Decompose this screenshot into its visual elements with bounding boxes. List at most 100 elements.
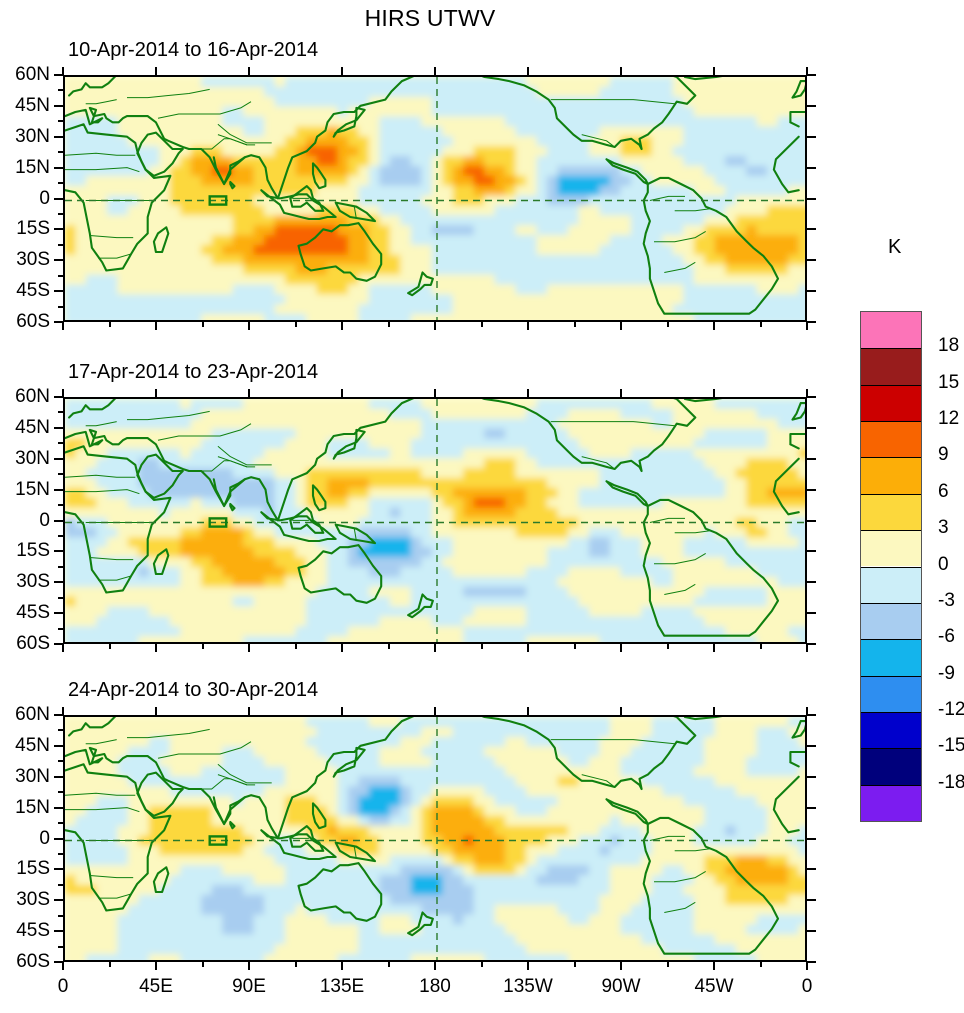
y-tick-mark — [54, 612, 63, 615]
y-tick-mark-right — [807, 396, 816, 398]
x-tick-mark-top — [341, 707, 343, 715]
y-tick-mark — [54, 396, 63, 398]
colorbar-band-9 — [861, 639, 921, 676]
y-tick-mark — [54, 290, 63, 293]
x-minor-tick — [108, 962, 111, 967]
x-tick-mark — [434, 644, 436, 652]
y-axis-label-0-7: 45S — [16, 280, 50, 302]
x-minor-tick — [573, 962, 576, 967]
y-tick-mark-right — [807, 426, 816, 429]
x-axis-label-2: 90E — [232, 976, 266, 997]
y-tick-mark — [54, 488, 63, 491]
x-tick-mark-top — [248, 67, 250, 75]
y-tick-mark — [54, 321, 63, 323]
y-tick-mark-right — [807, 321, 816, 323]
y-tick-mark-right — [807, 612, 816, 615]
x-tick-mark-top — [620, 389, 622, 397]
x-tick-mark-top — [341, 389, 343, 397]
x-axis-label-0: 0 — [57, 976, 69, 997]
x-tick-mark-top — [155, 389, 157, 397]
y-axis-label-0-5: 15S — [16, 218, 50, 240]
panel-title-2: 24-Apr-2014 to 30-Apr-2014 — [68, 679, 319, 701]
y-tick-mark — [54, 714, 63, 716]
y-tick-mark-right — [807, 166, 816, 169]
x-axis-label-6: 90W — [601, 976, 641, 997]
x-tick-mark — [806, 962, 808, 970]
y-tick-mark — [54, 519, 63, 522]
colorbar-tick-label-5: 3 — [938, 517, 949, 539]
x-tick-mark-top — [62, 389, 64, 397]
x-minor-tick — [108, 322, 111, 327]
x-tick-mark-top — [713, 67, 715, 75]
x-tick-mark-top — [62, 67, 64, 75]
y-tick-mark — [54, 166, 63, 169]
x-tick-mark — [434, 322, 436, 330]
x-tick-mark-top — [62, 707, 64, 715]
y-tick-mark — [54, 426, 63, 429]
x-tick-mark — [434, 962, 436, 970]
y-tick-mark — [54, 868, 63, 871]
y-axis-label-2-7: 45S — [16, 920, 50, 942]
colorbar-band-13 — [861, 784, 921, 821]
x-minor-tick — [573, 644, 576, 649]
x-minor-tick — [666, 322, 669, 327]
figure-title: HIRS UTWV — [364, 5, 496, 31]
colorbar-tick-label-8: -6 — [938, 626, 955, 648]
x-minor-tick — [387, 322, 390, 327]
y-axis-label-1-8: 60S — [16, 633, 50, 654]
x-tick-mark — [527, 644, 529, 652]
y-tick-mark — [54, 806, 63, 809]
x-minor-tick — [480, 962, 483, 967]
x-tick-mark — [620, 644, 622, 652]
y-axis-label-0-1: 45N — [15, 94, 50, 116]
y-axis-label-0-0: 60N — [15, 64, 50, 85]
colorbar-tick-label-3: 9 — [938, 444, 949, 466]
colorbar-band-5 — [861, 493, 921, 531]
colorbar-band-10 — [861, 675, 921, 712]
x-minor-tick — [294, 644, 297, 649]
colorbar-tick-label-12: -18 — [938, 771, 964, 793]
colorbar-tick-label-4: 6 — [938, 480, 949, 502]
panel-title-1: 17-Apr-2014 to 23-Apr-2014 — [68, 361, 319, 383]
x-tick-mark — [62, 962, 64, 970]
x-minor-tick — [387, 962, 390, 967]
y-tick-mark-right — [807, 581, 816, 584]
x-tick-mark-top — [248, 707, 250, 715]
x-tick-mark — [620, 322, 622, 330]
y-axis-label-1-7: 45S — [16, 602, 50, 624]
colorbar-band-3 — [861, 421, 921, 458]
y-tick-mark — [54, 104, 63, 107]
y-tick-mark-right — [807, 259, 816, 262]
y-tick-mark-right — [807, 104, 816, 107]
colorbar-band-0 — [861, 312, 921, 349]
y-tick-mark — [54, 744, 63, 747]
colorbar-tick-label-6: 0 — [938, 553, 949, 575]
y-tick-mark-right — [807, 744, 816, 747]
x-tick-mark — [155, 962, 157, 970]
y-tick-mark-right — [807, 550, 816, 553]
x-minor-tick — [759, 322, 762, 327]
x-axis-label-1: 45E — [139, 976, 173, 997]
y-axis-label-0-2: 30N — [15, 125, 50, 147]
y-axis-label-2-4: 0 — [39, 827, 50, 849]
map-panel-0 — [63, 75, 807, 322]
y-tick-mark — [54, 581, 63, 584]
x-minor-tick — [666, 962, 669, 967]
y-axis-label-2-1: 45N — [15, 734, 50, 756]
y-axis-label-2-8: 60S — [16, 951, 50, 972]
x-tick-mark-top — [527, 67, 529, 75]
y-axis-label-2-2: 30N — [15, 765, 50, 787]
x-tick-mark — [806, 644, 808, 652]
x-axis-label-4: 180 — [419, 976, 451, 997]
y-axis-label-2-0: 60N — [15, 704, 50, 725]
y-axis-label-1-3: 15N — [15, 478, 50, 500]
colorbar-tick-label-0: 18 — [938, 335, 960, 357]
y-tick-mark-right — [807, 714, 816, 716]
y-tick-mark — [54, 837, 63, 840]
colorbar-tick-label-7: -3 — [938, 589, 955, 611]
x-tick-mark — [713, 644, 715, 652]
colorbar-tick-label-9: -9 — [938, 662, 955, 684]
colorbar-band-2 — [861, 384, 921, 422]
y-tick-mark-right — [807, 837, 816, 840]
y-axis-label-0-4: 0 — [39, 187, 50, 209]
